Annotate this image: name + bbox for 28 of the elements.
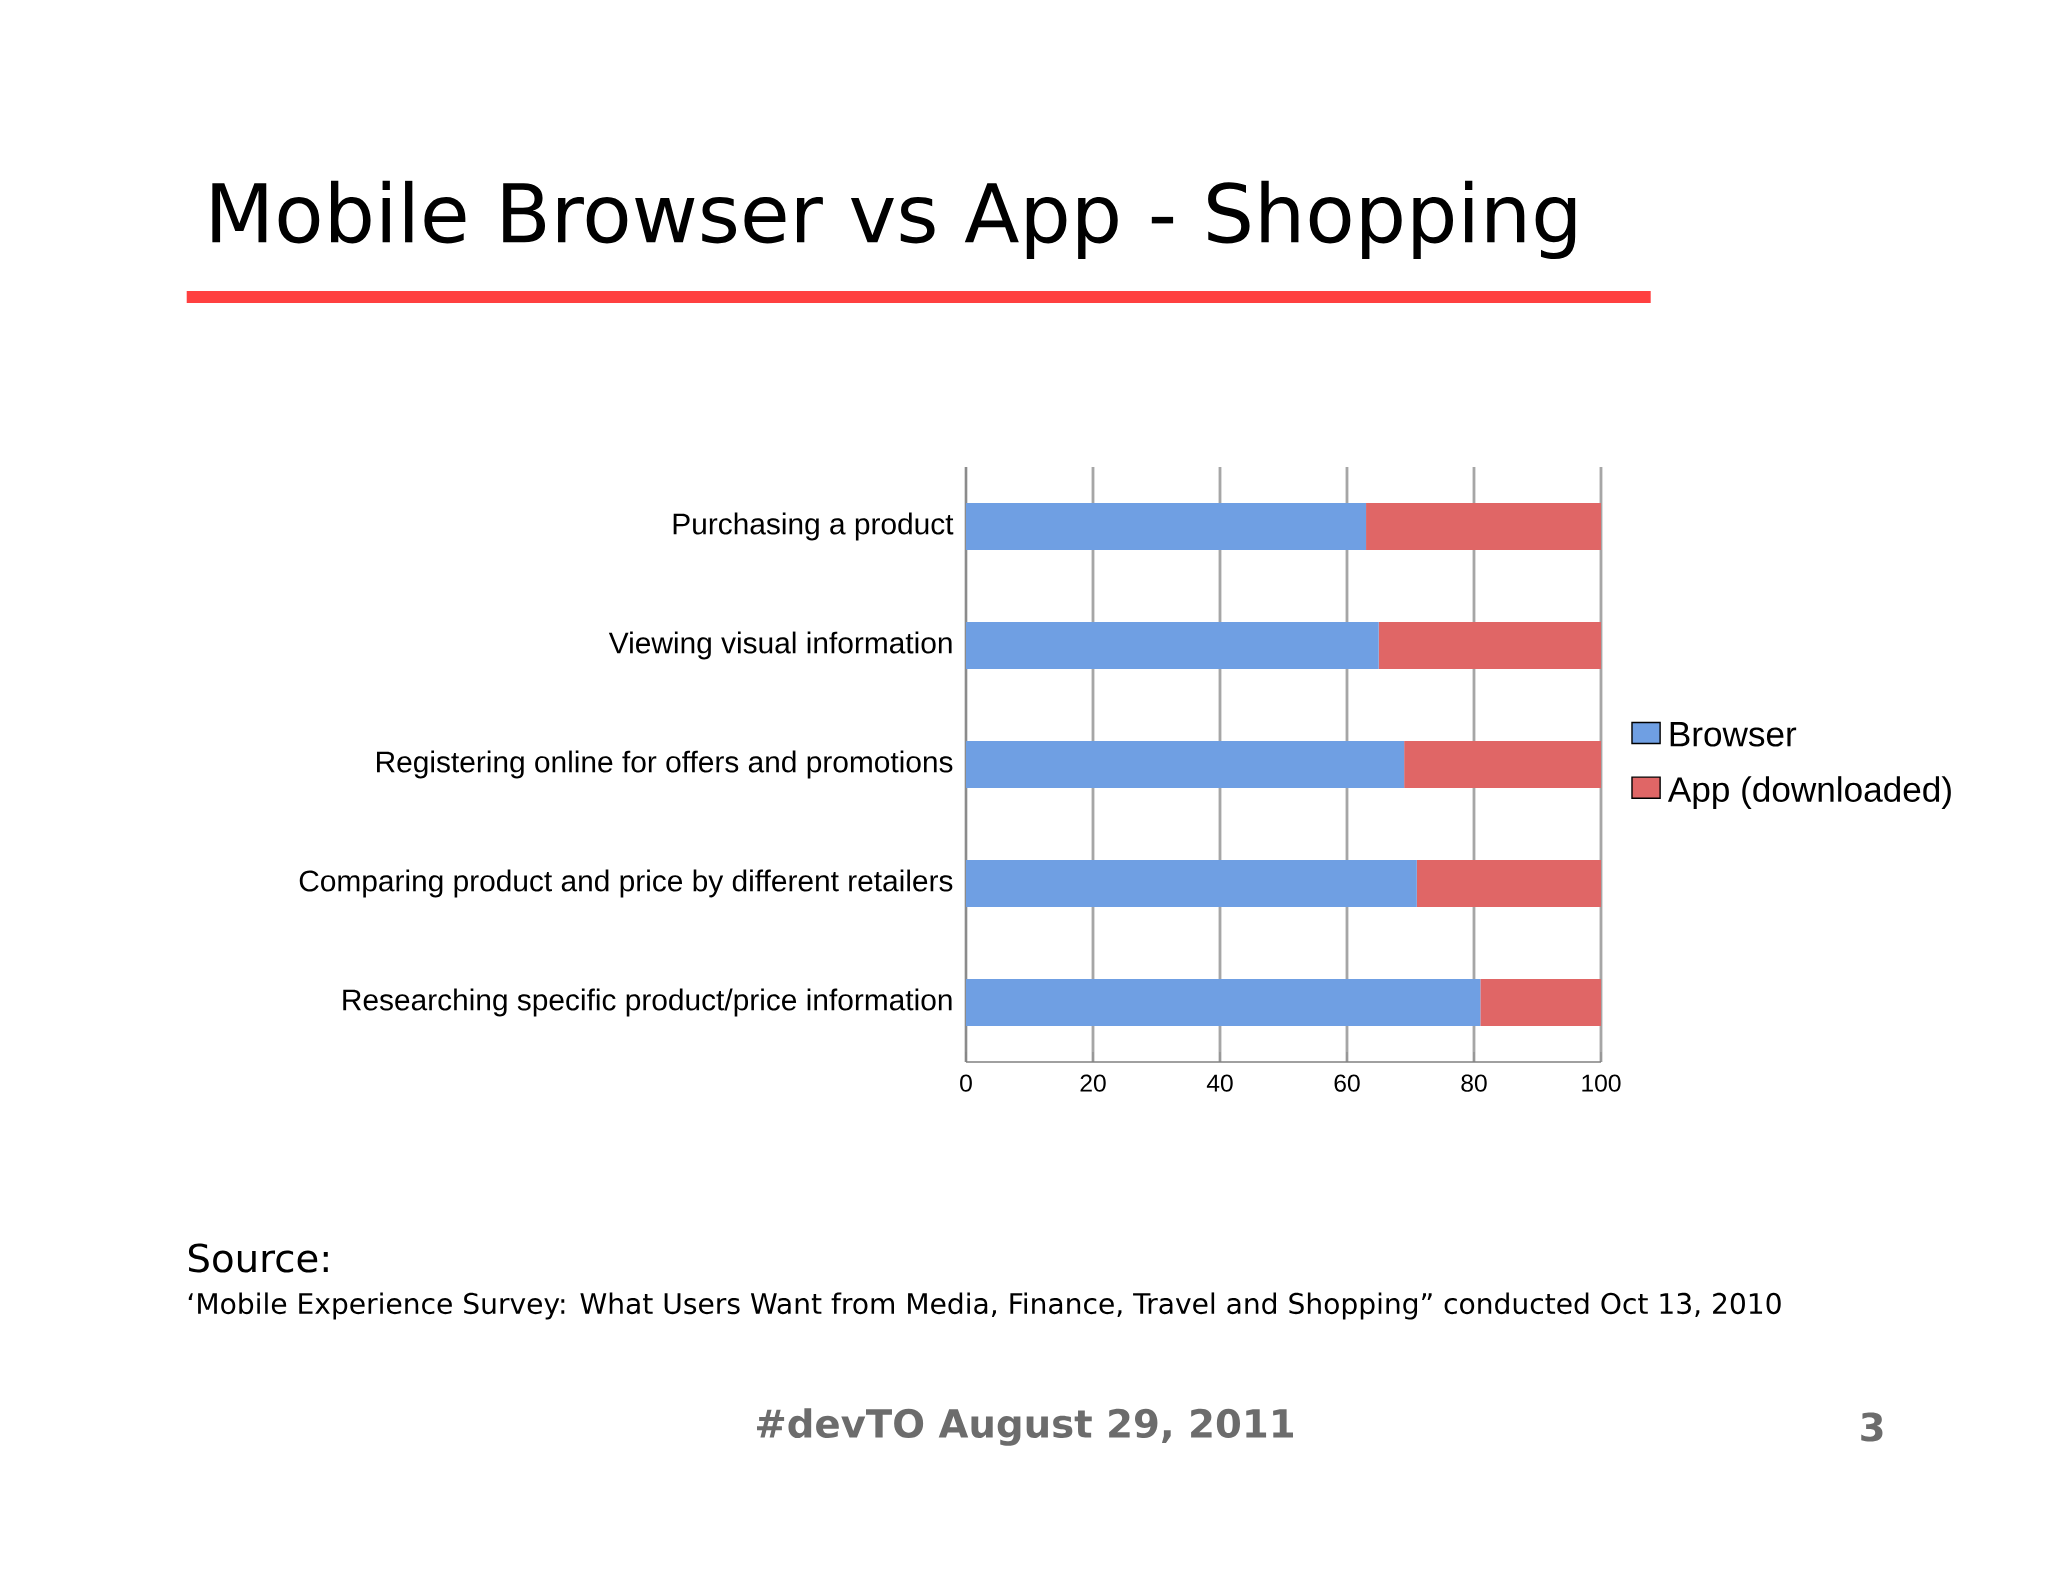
y-tick-label: Viewing visual information bbox=[608, 631, 952, 660]
x-tick-label: 60 bbox=[1334, 1074, 1360, 1092]
legend-label: App (downloaded) bbox=[1667, 776, 1951, 809]
text: ‘Mobile Experience Survey: What Users Want from Media, Finance, Travel and Shopping” conducted Oct 13, 2010 bbox=[188, 1292, 1781, 1320]
y-tick-label: Comparing product and price by different retailers bbox=[299, 869, 953, 898]
bar bbox=[1378, 622, 1601, 670]
bar bbox=[966, 741, 1405, 789]
bar bbox=[966, 622, 1379, 670]
bar bbox=[966, 979, 1481, 1027]
text: #devTO August 29, 2011 bbox=[756, 1408, 1293, 1446]
y-tick-label: Purchasing a product bbox=[673, 512, 954, 541]
x-tick-label: 40 bbox=[1206, 1074, 1233, 1092]
x-tick-label: 0 bbox=[960, 1074, 972, 1092]
bar bbox=[1416, 860, 1601, 908]
source-note: Source: bbox=[188, 1243, 328, 1273]
bar bbox=[966, 503, 1367, 551]
y-tick-label: Researching specific product/price information bbox=[343, 988, 952, 1017]
x-tick-label: 100 bbox=[1582, 1074, 1621, 1092]
x-tick-label: 20 bbox=[1080, 1074, 1106, 1092]
bar bbox=[1366, 503, 1601, 551]
y-tick-label: Registering online for offers and promotions bbox=[377, 750, 953, 779]
legend-label: Browser bbox=[1670, 722, 1797, 747]
bar bbox=[1480, 979, 1601, 1027]
bar bbox=[966, 860, 1417, 908]
text: 3 bbox=[1861, 1412, 1883, 1442]
x-tick-label: 80 bbox=[1461, 1074, 1487, 1092]
bar bbox=[1404, 741, 1601, 789]
chart-title: Mobile Browser vs App - Shopping bbox=[212, 180, 1576, 260]
